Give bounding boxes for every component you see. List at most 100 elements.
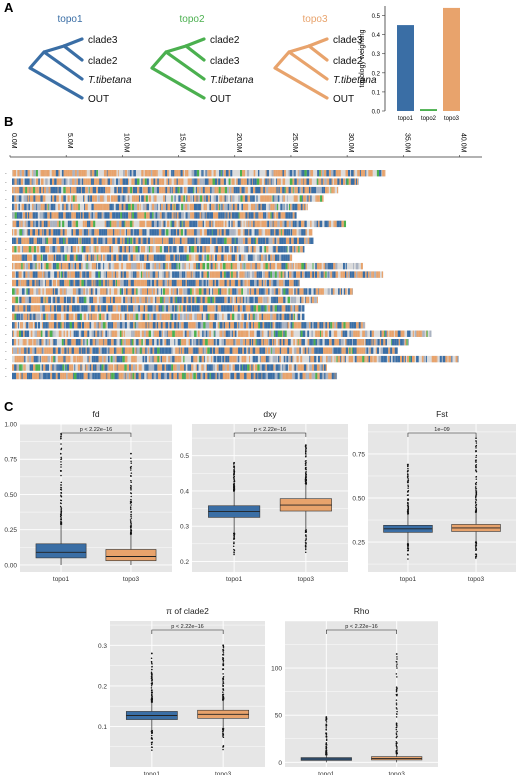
topology-segment	[292, 322, 294, 329]
topology-segment	[92, 339, 96, 346]
topology-segment	[289, 355, 291, 363]
topology-segment	[195, 254, 199, 261]
plot-title: dxy	[263, 409, 277, 419]
topology-segment	[42, 186, 44, 194]
topology-segment	[138, 305, 141, 312]
topology-segment	[273, 220, 276, 228]
topology-segment	[124, 347, 128, 354]
topology-segment	[34, 279, 37, 287]
topology-segment	[264, 212, 267, 219]
topology-segment	[181, 186, 183, 194]
topology-segment	[199, 313, 202, 321]
topology-segment	[165, 296, 167, 304]
topology-segment	[198, 220, 199, 228]
topology-segment	[300, 305, 302, 312]
topology-segment	[284, 186, 286, 194]
topology-segment	[264, 364, 266, 371]
topology-segment	[99, 212, 101, 219]
topology-segment	[300, 246, 302, 253]
topology-segment	[43, 237, 46, 244]
topology-segment	[230, 170, 233, 177]
topology-segment	[286, 203, 288, 211]
topology-segment	[379, 271, 381, 278]
topology-segment	[375, 347, 377, 354]
topology-segment	[302, 372, 305, 380]
topology-segment	[260, 203, 262, 211]
topology-segment	[134, 347, 135, 354]
topology-segment	[167, 279, 169, 287]
topology-segment	[113, 322, 115, 329]
topology-segment	[281, 347, 283, 354]
topology-segment	[180, 186, 182, 194]
topology-segment	[25, 322, 27, 329]
topology-segment	[271, 364, 274, 371]
topology-segment	[278, 237, 280, 244]
topology-segment	[198, 229, 200, 236]
topology-segment	[237, 203, 240, 211]
topology-segment	[126, 322, 127, 329]
topology-segment	[214, 229, 218, 236]
topology-segment	[319, 195, 321, 202]
topology-segment	[76, 237, 77, 244]
topology-segment	[299, 288, 302, 295]
topology-segment	[199, 186, 201, 194]
topology-segment	[165, 347, 168, 354]
topology-segment	[150, 296, 153, 304]
topology-segment	[202, 339, 206, 346]
topology-segment	[100, 347, 102, 354]
topology-segment	[211, 237, 213, 244]
topology-segment	[290, 262, 292, 270]
topology-segment	[279, 364, 282, 371]
topology-segment	[306, 170, 310, 177]
topology-segment	[98, 279, 102, 287]
topology-segment	[385, 330, 387, 337]
topology-segment	[249, 339, 252, 346]
outlier-point	[130, 462, 132, 464]
topology-segment	[76, 170, 79, 177]
topology-segment	[60, 322, 62, 329]
topology-segment	[298, 229, 302, 236]
topology-segment	[67, 305, 70, 312]
topology-segment	[302, 330, 306, 337]
topology-segment	[275, 170, 278, 177]
topology-segment	[128, 296, 130, 304]
topology-segment	[75, 279, 77, 287]
outlier-point	[305, 542, 307, 544]
topology-segment	[133, 313, 135, 321]
topology-segment	[345, 347, 347, 354]
topology-segment	[53, 339, 56, 346]
topology-segment	[275, 254, 278, 261]
topology-segment	[146, 178, 149, 185]
topology-segment	[379, 170, 382, 177]
topology-segment	[268, 271, 271, 278]
outlier-point	[407, 485, 410, 488]
topology-segment	[151, 313, 154, 321]
topology-segment	[100, 237, 103, 244]
topology-segment	[20, 220, 22, 228]
topology-segment	[232, 372, 235, 380]
topology-segment	[16, 279, 19, 287]
topology-segment	[75, 254, 78, 261]
topology-segment	[14, 279, 17, 287]
topology-segment	[204, 186, 208, 194]
topology-segment	[168, 296, 171, 304]
topology-segment	[193, 203, 197, 211]
topology-segment	[29, 212, 32, 219]
topology-segment	[240, 364, 243, 371]
topology-segment	[250, 279, 253, 287]
topology-segment	[19, 364, 22, 371]
topology-segment	[116, 347, 119, 354]
topology-segment	[267, 195, 270, 202]
topology-segment	[177, 254, 179, 261]
topology-segment	[305, 288, 308, 295]
topology-segment	[43, 322, 45, 329]
topology-segment	[222, 372, 225, 380]
topology-segment	[140, 246, 143, 253]
topology-segment	[102, 279, 106, 287]
topology-segment	[137, 195, 139, 202]
topology-segment	[68, 313, 71, 321]
topology-segment	[89, 339, 93, 346]
topology-segment	[152, 246, 154, 253]
chromosome-row: -	[5, 229, 313, 236]
topology-segment	[278, 178, 281, 185]
